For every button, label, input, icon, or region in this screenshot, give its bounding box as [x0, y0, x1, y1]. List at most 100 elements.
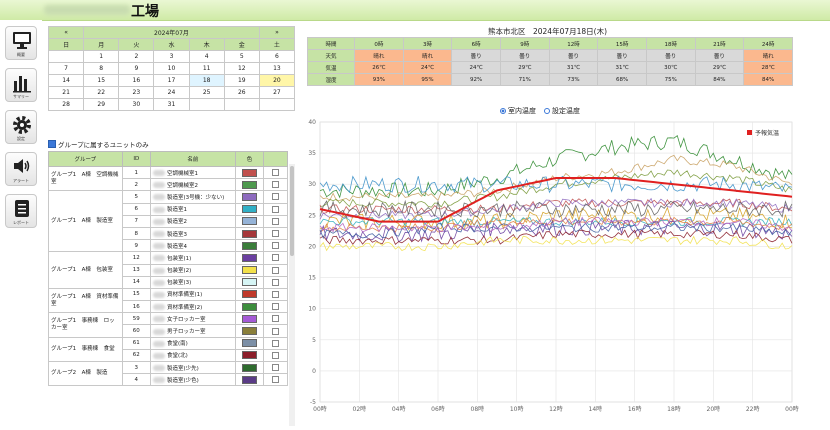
unit-id: 12 — [121, 251, 151, 265]
weather-cell: 28℃ — [743, 61, 793, 74]
unit-checkbox[interactable] — [272, 266, 280, 274]
sidebar-button-overview[interactable]: 概要 — [5, 26, 37, 60]
calendar-day[interactable]: 1 — [83, 50, 120, 63]
calendar-day[interactable]: 18 — [188, 74, 225, 87]
unit-checkbox[interactable] — [272, 351, 280, 359]
color-swatch[interactable] — [242, 168, 258, 177]
color-swatch[interactable] — [242, 363, 258, 372]
calendar-day[interactable]: 16 — [118, 74, 155, 87]
color-swatch[interactable] — [242, 339, 258, 348]
unit-checkbox[interactable] — [272, 242, 280, 250]
radio-set-temp[interactable]: 設定温度 — [544, 106, 580, 116]
color-swatch[interactable] — [242, 290, 258, 299]
calendar-day[interactable]: 9 — [118, 62, 155, 75]
calendar-day[interactable]: 14 — [47, 74, 85, 87]
sidebar-button-alert[interactable]: アラート — [5, 152, 37, 186]
weather-cell: 26℃ — [354, 61, 404, 74]
color-swatch[interactable] — [242, 351, 258, 360]
calendar-day[interactable]: 10 — [153, 62, 190, 75]
unit-checkbox-cell — [263, 251, 288, 265]
unit-checkbox[interactable] — [272, 376, 280, 384]
calendar-day[interactable]: 5 — [223, 50, 260, 63]
color-swatch[interactable] — [242, 205, 258, 214]
unit-checkbox[interactable] — [272, 205, 280, 213]
calendar-next-button[interactable]: » — [258, 26, 296, 39]
color-swatch[interactable] — [242, 375, 258, 384]
unit-checkbox[interactable] — [272, 339, 280, 347]
color-swatch[interactable] — [242, 253, 258, 262]
calendar-day[interactable]: 29 — [83, 98, 120, 111]
color-swatch[interactable] — [242, 327, 258, 336]
unit-checkbox[interactable] — [272, 169, 280, 177]
calendar-day[interactable]: 23 — [118, 86, 155, 99]
calendar-day[interactable]: 27 — [258, 86, 296, 99]
calendar-day[interactable]: 17 — [153, 74, 190, 87]
calendar-day[interactable]: 6 — [258, 50, 296, 63]
unit-checkbox-cell — [263, 214, 288, 228]
calendar-day[interactable]: 19 — [223, 74, 260, 87]
color-swatch[interactable] — [242, 302, 258, 311]
calendar-day[interactable]: 26 — [223, 86, 260, 99]
x-tick-label: 14時 — [589, 405, 603, 413]
unit-checkbox[interactable] — [272, 230, 280, 238]
unit-color-cell — [234, 360, 265, 375]
calendar-day[interactable]: 2 — [118, 50, 155, 63]
unit-checkbox[interactable] — [272, 254, 280, 262]
calendar-day[interactable]: 30 — [118, 98, 155, 111]
scrollbar-thumb[interactable] — [290, 166, 294, 256]
unit-checkbox[interactable] — [272, 278, 280, 286]
y-tick-label: 10 — [308, 306, 316, 313]
calendar-prev-button[interactable]: « — [47, 26, 85, 39]
calendar-day[interactable]: 7 — [47, 62, 85, 75]
calendar-day[interactable]: 4 — [188, 50, 225, 63]
sidebar-button-summary[interactable]: サマリー — [5, 68, 37, 102]
calendar-day[interactable]: 11 — [188, 62, 225, 75]
calendar-day[interactable]: 13 — [258, 62, 296, 75]
unit-color-cell — [234, 251, 265, 265]
group-filter-checkbox[interactable]: グループに属するユニットのみ — [48, 139, 149, 149]
calendar-day[interactable]: 12 — [223, 62, 260, 75]
color-swatch[interactable] — [242, 180, 258, 189]
calendar-day[interactable]: 24 — [153, 86, 190, 99]
unit-checkbox[interactable] — [272, 327, 280, 335]
group-name: グループ1 事務棟 ロッカー室 — [48, 312, 123, 338]
calendar-day[interactable]: 20 — [258, 74, 296, 87]
calendar-day[interactable]: 22 — [83, 86, 120, 99]
color-swatch[interactable] — [242, 278, 258, 287]
unit-id: 61 — [121, 336, 151, 350]
color-swatch[interactable] — [242, 217, 258, 226]
unit-checkbox[interactable] — [272, 303, 280, 311]
unit-name-cell: 空調機械室2 — [149, 178, 236, 192]
weather-cell: 曇り — [645, 49, 696, 62]
color-swatch[interactable] — [242, 192, 258, 201]
calendar-day[interactable]: 21 — [47, 86, 85, 99]
unit-checkbox[interactable] — [272, 315, 280, 323]
radio-room-temp[interactable]: 室内温度 — [500, 106, 536, 116]
color-swatch[interactable] — [242, 229, 258, 238]
sidebar-button-settings[interactable]: 設定 — [5, 110, 37, 144]
calendar-day[interactable]: 3 — [153, 50, 190, 63]
calendar-week: 28 29 30 31 — [47, 98, 296, 111]
unit-checkbox-cell — [263, 373, 288, 387]
sidebar-button-report[interactable]: レポート — [5, 194, 37, 228]
calendar-day[interactable]: 25 — [188, 86, 225, 99]
sidebar-label: アラート — [13, 178, 29, 183]
color-swatch[interactable] — [242, 266, 258, 275]
calendar-day[interactable]: 28 — [47, 98, 85, 111]
unit-checkbox[interactable] — [272, 290, 280, 298]
blurred-name — [152, 231, 165, 238]
unit-checkbox[interactable] — [272, 181, 280, 189]
calendar-day[interactable]: 31 — [153, 98, 190, 111]
group-name: グループ1 事務棟 食堂 — [48, 336, 123, 363]
unit-checkbox[interactable] — [272, 193, 280, 201]
color-swatch[interactable] — [242, 241, 258, 250]
unit-name: 包装室(2) — [166, 268, 192, 275]
unit-checkbox[interactable] — [272, 364, 280, 372]
calendar-day[interactable]: 8 — [83, 62, 120, 75]
unit-color-cell — [234, 287, 265, 302]
calendar-day[interactable]: 15 — [83, 74, 120, 87]
color-swatch[interactable] — [242, 314, 258, 323]
unit-checkbox[interactable] — [272, 217, 280, 225]
unit-name-cell: 製造室(3号機：少ない) — [149, 190, 236, 204]
group-table-scrollbar[interactable] — [289, 164, 295, 426]
